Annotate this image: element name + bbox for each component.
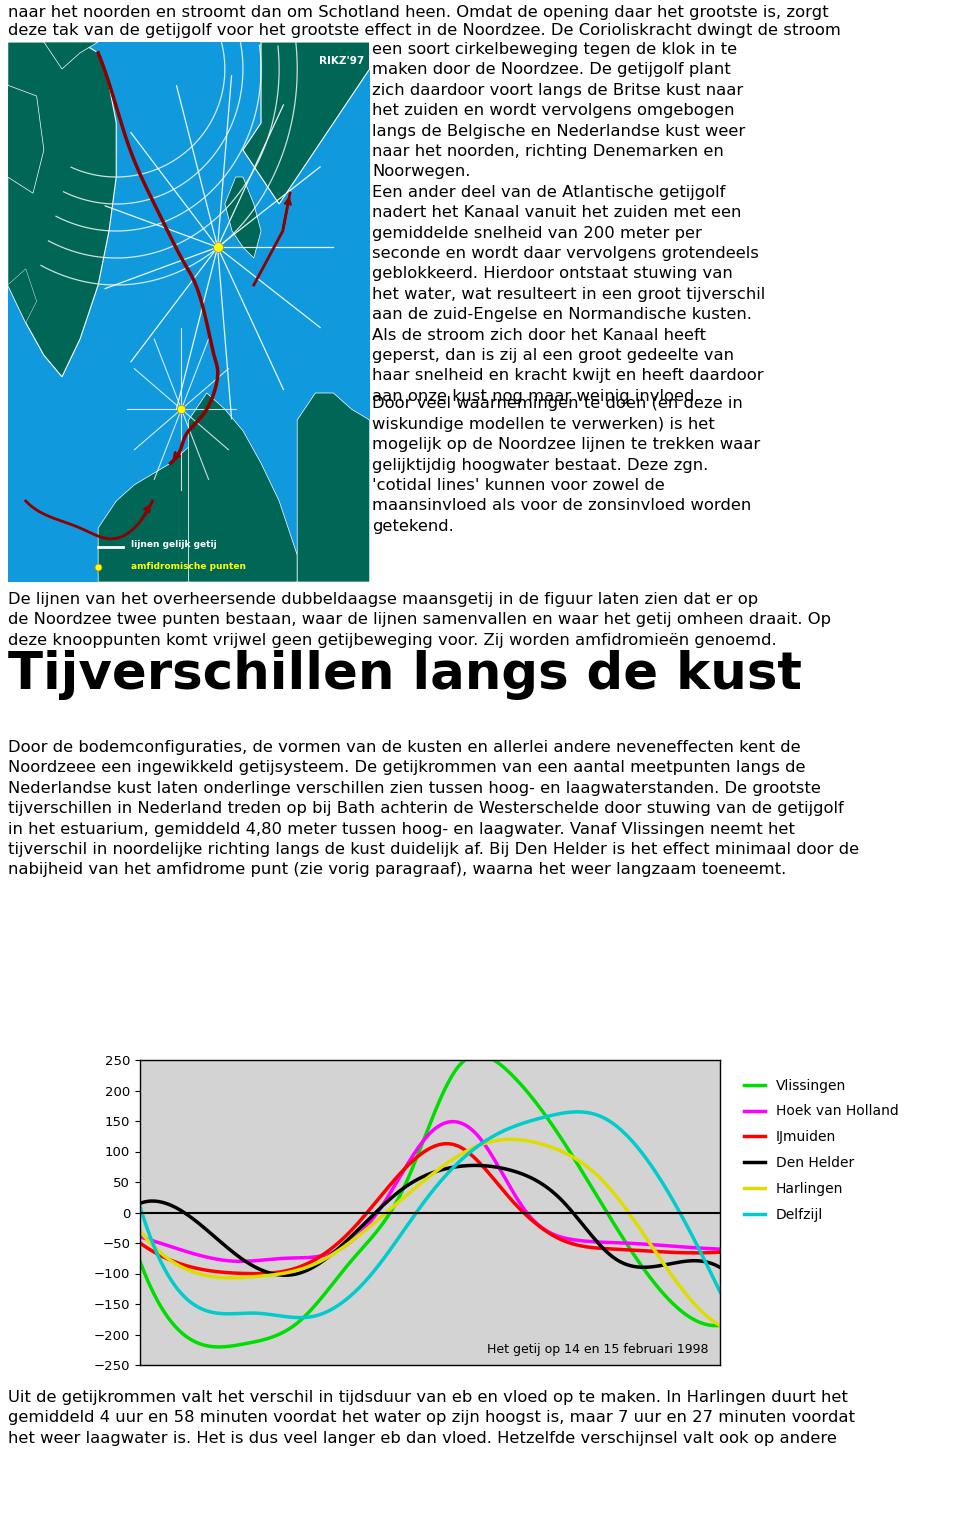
Line: Den Helder: Den Helder [140, 1166, 720, 1275]
IJmuiden [612, 1240, 623, 1259]
Line: Vlissingen: Vlissingen [140, 1055, 720, 1347]
Text: Door veel waarnemingen te doen (en deze in
wiskundige modellen te verwerken) is : Door veel waarnemingen te doen (en deze … [372, 376, 760, 534]
IJmuiden [250, 1265, 261, 1283]
Polygon shape [98, 447, 188, 581]
Den Helder [449, 1158, 461, 1177]
Hoek van Holland [612, 1234, 623, 1253]
Polygon shape [225, 177, 261, 259]
Text: De lijnen van het overheersende dubbeldaagse maansgetij in de figuur laten zien : De lijnen van het overheersende dubbelda… [8, 592, 831, 648]
Delfzijl [571, 1103, 583, 1122]
Delfzijl [411, 1202, 422, 1221]
Delfzijl [415, 1198, 426, 1216]
Line: Hoek van Holland: Hoek van Holland [140, 1122, 720, 1262]
Text: amfidromische punten: amfidromische punten [131, 563, 246, 571]
Den Helder [482, 1157, 493, 1175]
Line: Harlingen: Harlingen [140, 1140, 720, 1326]
Harlingen [448, 1149, 460, 1167]
Harlingen [505, 1131, 516, 1149]
Vlissingen [415, 1140, 426, 1158]
Text: naar het noorden en stroomt dan om Schotland heen. Omdat de opening daar het gro: naar het noorden en stroomt dan om Schot… [8, 5, 828, 20]
Hoek van Holland [450, 1113, 462, 1131]
Vlissingen [714, 1317, 726, 1335]
Line: IJmuiden: IJmuiden [140, 1143, 720, 1274]
Delfzijl [295, 1309, 306, 1327]
Text: Door de bodemconfiguraties, de vormen van de kusten en allerlei andere neveneffe: Door de bodemconfiguraties, de vormen va… [8, 740, 859, 877]
Line: Delfzijl: Delfzijl [140, 1113, 720, 1318]
Delfzijl [703, 1259, 714, 1277]
Hoek van Holland [415, 1135, 426, 1154]
IJmuiden [415, 1146, 426, 1164]
IJmuiden [714, 1243, 726, 1262]
Hoek van Holland [447, 1113, 459, 1131]
Delfzijl [612, 1119, 623, 1137]
Delfzijl [449, 1157, 461, 1175]
Delfzijl [481, 1131, 492, 1149]
Delfzijl [134, 1198, 146, 1216]
Hoek van Holland [234, 1253, 246, 1271]
Den Helder [134, 1195, 146, 1213]
Polygon shape [8, 269, 36, 323]
Harlingen [410, 1178, 421, 1196]
Harlingen [413, 1175, 424, 1193]
Den Helder [415, 1169, 426, 1187]
Den Helder [279, 1266, 291, 1285]
Text: een soort cirkelbeweging tegen de klok in te
maken door de Noordzee. De getijgol: een soort cirkelbeweging tegen de klok i… [372, 43, 765, 403]
Hoek van Holland [411, 1142, 422, 1160]
Polygon shape [44, 43, 98, 68]
Text: Het getij op 14 en 15 februari 1998: Het getij op 14 en 15 februari 1998 [487, 1342, 708, 1356]
Delfzijl [714, 1283, 726, 1301]
Vlissingen [612, 1221, 623, 1239]
Text: deze tak van de getijgolf voor het grootste effect in de Noordzee. De Corioliskr: deze tak van de getijgolf voor het groot… [8, 23, 841, 38]
IJmuiden [450, 1137, 462, 1155]
IJmuiden [482, 1163, 493, 1181]
IJmuiden [441, 1134, 452, 1152]
Vlissingen [213, 1338, 225, 1356]
Polygon shape [298, 393, 370, 581]
Vlissingen [482, 1047, 493, 1065]
Harlingen [134, 1222, 146, 1240]
Harlingen [611, 1187, 622, 1205]
Polygon shape [243, 43, 370, 204]
Polygon shape [8, 85, 44, 193]
Text: RIKZ'97: RIKZ'97 [319, 55, 364, 65]
Vlissingen [411, 1149, 422, 1167]
IJmuiden [134, 1234, 146, 1253]
Vlissingen [449, 1062, 461, 1081]
Den Helder [469, 1157, 481, 1175]
Hoek van Holland [482, 1140, 493, 1158]
Text: Tijverschillen langs de kust: Tijverschillen langs de kust [8, 650, 802, 700]
Den Helder [714, 1259, 726, 1277]
Vlissingen [134, 1253, 146, 1271]
Harlingen [714, 1317, 726, 1335]
Harlingen [479, 1134, 491, 1152]
Polygon shape [188, 393, 298, 581]
Den Helder [612, 1251, 623, 1269]
Hoek van Holland [703, 1239, 714, 1257]
Text: Uit de getijkrommen valt het verschil in tijdsduur van eb en vloed op te maken. : Uit de getijkrommen valt het verschil in… [8, 1390, 855, 1446]
Hoek van Holland [134, 1228, 146, 1247]
Legend: Vlissingen, Hoek van Holland, IJmuiden, Den Helder, Harlingen, Delfzijl: Vlissingen, Hoek van Holland, IJmuiden, … [738, 1073, 904, 1227]
Den Helder [411, 1170, 422, 1189]
Den Helder [703, 1253, 714, 1271]
Vlissingen [703, 1317, 714, 1335]
IJmuiden [411, 1148, 422, 1166]
Vlissingen [472, 1046, 484, 1064]
Hoek van Holland [714, 1240, 726, 1259]
Harlingen [702, 1307, 713, 1326]
Polygon shape [8, 43, 116, 377]
IJmuiden [703, 1243, 714, 1262]
Text: lijnen gelijk getij: lijnen gelijk getij [131, 540, 217, 549]
